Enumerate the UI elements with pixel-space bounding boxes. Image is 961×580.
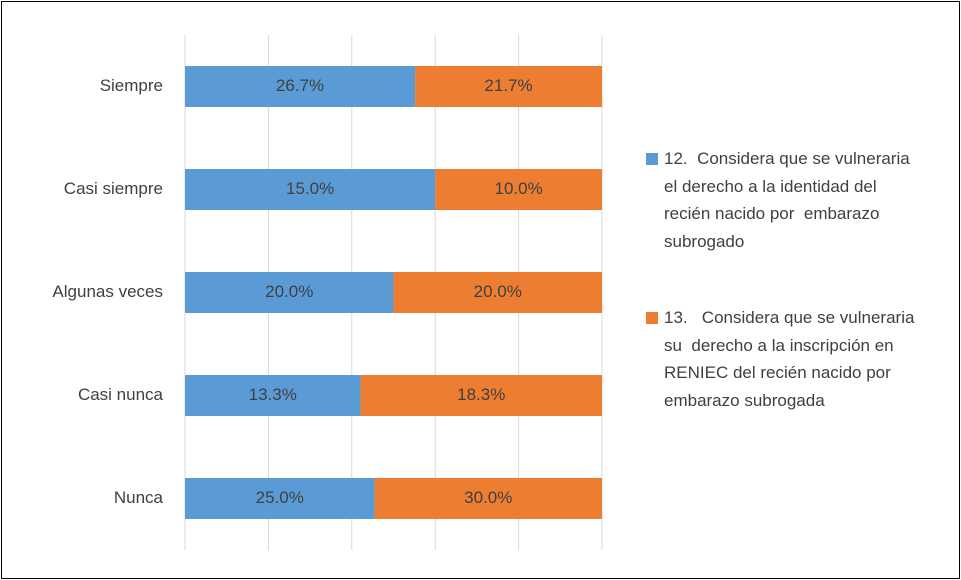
legend-label: 13. Considera que se vulneraria su derec… — [664, 308, 920, 410]
y-tick-label: Siempre — [100, 76, 163, 95]
bar-segment — [435, 169, 602, 210]
y-tick-label: Casi nunca — [78, 385, 164, 404]
y-tick-label: Nunca — [114, 488, 164, 507]
bar-segment — [374, 478, 602, 519]
data-label: 20.0% — [474, 282, 522, 301]
legend-swatch — [646, 153, 658, 165]
bar-segment — [185, 478, 375, 519]
data-label: 13.3% — [249, 385, 297, 404]
data-label: 18.3% — [457, 385, 505, 404]
bar-segment — [360, 375, 602, 416]
bar-segment — [185, 375, 361, 416]
bar-segment — [185, 66, 416, 107]
y-tick-label: Algunas veces — [52, 282, 163, 301]
bar-segment — [185, 169, 436, 210]
y-tick-label: Casi siempre — [64, 179, 163, 198]
legend-label: 12. Considera que se vulneraria el derec… — [664, 149, 920, 251]
legend-entry: 13. Considera que se vulneraria su derec… — [646, 304, 916, 414]
data-label: 30.0% — [464, 488, 512, 507]
data-label: 26.7% — [276, 76, 324, 95]
data-label: 25.0% — [256, 488, 304, 507]
data-label: 10.0% — [494, 179, 542, 198]
bar-segment — [185, 272, 394, 313]
bar-segment — [393, 272, 602, 313]
bar-segment — [415, 66, 602, 107]
data-label: 15.0% — [286, 179, 334, 198]
legend-entry: 12. Considera que se vulneraria el derec… — [646, 145, 916, 255]
data-label: 20.0% — [265, 282, 313, 301]
data-label: 21.7% — [484, 76, 532, 95]
legend-swatch — [646, 312, 658, 324]
